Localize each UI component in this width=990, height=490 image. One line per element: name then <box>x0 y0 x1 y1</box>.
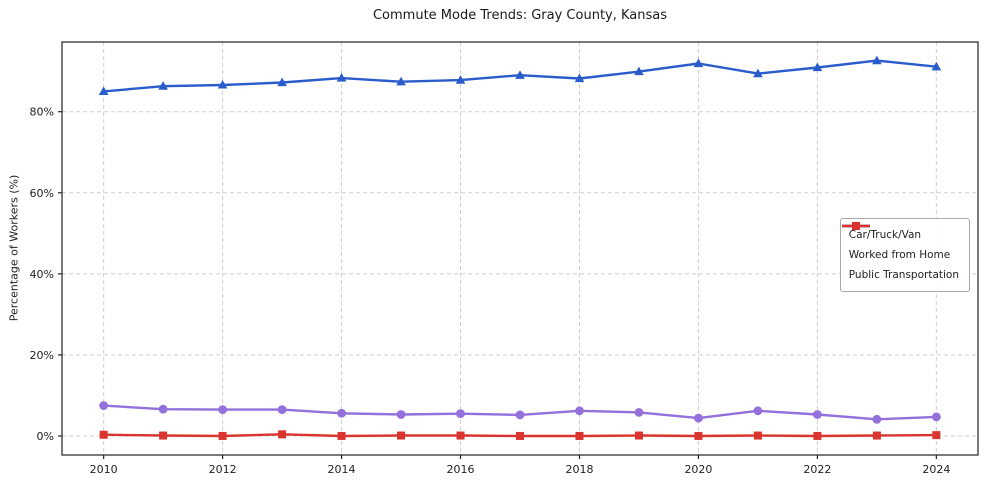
marker-car-truck-van <box>693 58 704 68</box>
legend-label: Public Transportation <box>848 269 959 281</box>
marker-public-transportation <box>753 431 762 440</box>
marker-worked-from-home <box>813 410 822 419</box>
marker-public-transportation <box>634 431 643 440</box>
marker-car-truck-van <box>277 77 287 87</box>
marker-worked-from-home <box>277 405 287 415</box>
x-tick-label: 2010 <box>90 463 118 476</box>
marker-car-truck-van <box>455 75 466 84</box>
x-tick-label: 2022 <box>803 463 831 476</box>
marker-worked-from-home <box>634 408 644 417</box>
legend-item-worked-from-home: Worked from Home <box>841 221 959 265</box>
marker-public-transportation <box>516 431 524 440</box>
marker-car-truck-van <box>515 70 525 79</box>
marker-worked-from-home <box>872 414 882 424</box>
marker-worked-from-home <box>753 406 763 416</box>
marker-public-transportation <box>218 431 227 440</box>
y-tick-label: 40% <box>30 268 54 281</box>
marker-public-transportation <box>278 430 287 439</box>
legend-label: Car/Truck/Van <box>848 229 922 241</box>
marker-public-transportation <box>397 431 406 440</box>
marker-public-transportation <box>694 431 703 440</box>
y-tick-label: 80% <box>30 106 54 119</box>
y-tick-label: 0% <box>37 430 54 443</box>
marker-worked-from-home <box>694 413 703 423</box>
marker-public-transportation <box>813 431 822 440</box>
marker-worked-from-home <box>515 410 525 420</box>
x-tick-label: 2020 <box>684 463 712 476</box>
marker-car-truck-van <box>158 81 168 90</box>
marker-worked-from-home <box>218 405 227 415</box>
marker-car-truck-van <box>872 55 882 65</box>
y-tick-label: 20% <box>30 349 54 362</box>
y-tick-label: 60% <box>30 187 54 200</box>
marker-car-truck-van <box>931 61 942 71</box>
marker-car-truck-van <box>634 66 644 76</box>
marker-worked-from-home <box>99 401 109 410</box>
marker-worked-from-home <box>575 406 584 416</box>
marker-public-transportation <box>337 431 346 440</box>
marker-worked-from-home <box>456 409 465 419</box>
marker-worked-from-home <box>931 412 941 422</box>
marker-car-truck-van <box>217 79 228 89</box>
legend-item-public-transportation: Public Transportation <box>841 222 959 285</box>
marker-public-transportation <box>456 431 465 440</box>
legend-label: Worked from Home <box>848 249 951 261</box>
marker-car-truck-van <box>812 62 823 72</box>
marker-public-transportation <box>159 431 168 440</box>
axes-frame <box>61 41 979 456</box>
marker-public-transportation <box>872 431 881 440</box>
marker-car-truck-van <box>98 86 109 96</box>
marker-car-truck-van <box>396 76 406 86</box>
marker-public-transportation <box>99 430 108 439</box>
x-tick-label: 2024 <box>922 463 950 476</box>
marker-worked-from-home <box>337 408 346 418</box>
x-tick-label: 2014 <box>328 463 356 476</box>
x-tick-label: 2012 <box>209 463 237 476</box>
legend-marker-square-icon <box>841 222 870 230</box>
x-tick-label: 2016 <box>447 463 475 476</box>
chart-title: Commute Mode Trends: Gray County, Kansas <box>372 8 668 23</box>
marker-worked-from-home <box>396 410 406 419</box>
marker-car-truck-van <box>336 73 347 82</box>
marker-car-truck-van <box>753 68 763 78</box>
marker-public-transportation <box>932 431 941 440</box>
marker-public-transportation <box>575 431 584 440</box>
marker-car-truck-van <box>574 73 585 83</box>
marker-worked-from-home <box>158 404 168 414</box>
legend: Car/Truck/Van Worked from Home Public Tran… <box>839 218 970 292</box>
x-tick-label: 2018 <box>565 463 593 476</box>
